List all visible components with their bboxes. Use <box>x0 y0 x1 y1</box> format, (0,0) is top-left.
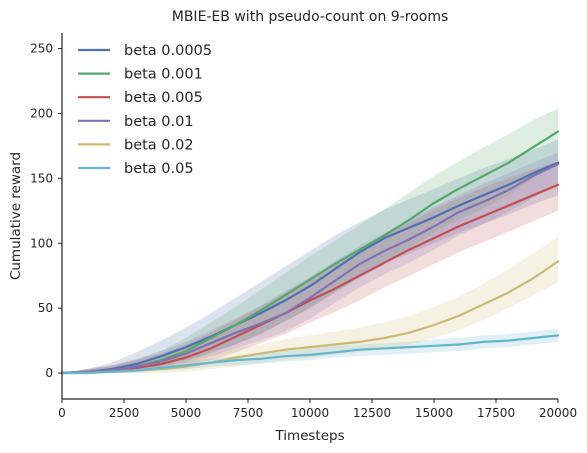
line-beta-0-005 <box>60 183 560 375</box>
x-tick-label: 15000 <box>415 406 453 420</box>
y-tick-label: 200 <box>30 106 53 120</box>
legend-label-beta-0-02: beta 0.02 <box>124 137 194 153</box>
legend-label-beta-0-05: beta 0.05 <box>124 161 194 177</box>
band-beta-0-01 <box>62 152 558 373</box>
legend-label-beta-0-005: beta 0.005 <box>124 90 203 106</box>
band-beta-0-001 <box>62 108 558 374</box>
x-tick-label: 5000 <box>171 406 202 420</box>
line-beta-0-0005 <box>60 161 560 375</box>
legend-label-beta-0-01: beta 0.01 <box>124 114 194 130</box>
line-beta-0-05 <box>60 334 560 375</box>
y-tick-label: 100 <box>30 236 53 250</box>
x-tick-label: 2500 <box>109 406 140 420</box>
x-tick-label: 12500 <box>353 406 391 420</box>
y-tick-label: 150 <box>30 171 53 185</box>
chart-title: MBIE-EB with pseudo-count on 9-rooms <box>172 9 449 25</box>
band-beta-0-05 <box>62 328 558 373</box>
x-tick-label: 7500 <box>233 406 264 420</box>
line-beta-0-01 <box>60 163 560 375</box>
y-tick-label: 250 <box>30 42 53 56</box>
confidence-bands <box>62 108 558 374</box>
y-ticks: 0 50 100 150 200 250 <box>30 42 62 380</box>
legend-label-beta-0-001: beta 0.001 <box>124 67 203 83</box>
x-tick-label: 20000 <box>539 406 577 420</box>
legend-label-beta-0-0005: beta 0.0005 <box>124 43 212 59</box>
y-axis-label: Cumulative reward <box>8 152 24 280</box>
band-beta-0-02 <box>62 236 558 373</box>
y-tick-label: 50 <box>38 301 53 315</box>
legend: beta 0.0005 beta 0.001 beta 0.005 beta 0.01… <box>78 43 212 177</box>
series-lines <box>60 130 560 375</box>
x-tick-label: 0 <box>58 406 66 420</box>
x-axis-label: Timesteps <box>274 428 344 444</box>
x-ticks: 0 2500 5000 7500 10000 12500 15000 17500 20000 <box>58 399 577 420</box>
band-beta-0-0005 <box>62 139 558 373</box>
band-beta-0-005 <box>62 161 558 373</box>
x-tick-label: 10000 <box>291 406 329 420</box>
y-tick-label: 0 <box>45 366 53 380</box>
x-tick-label: 17500 <box>477 406 515 420</box>
